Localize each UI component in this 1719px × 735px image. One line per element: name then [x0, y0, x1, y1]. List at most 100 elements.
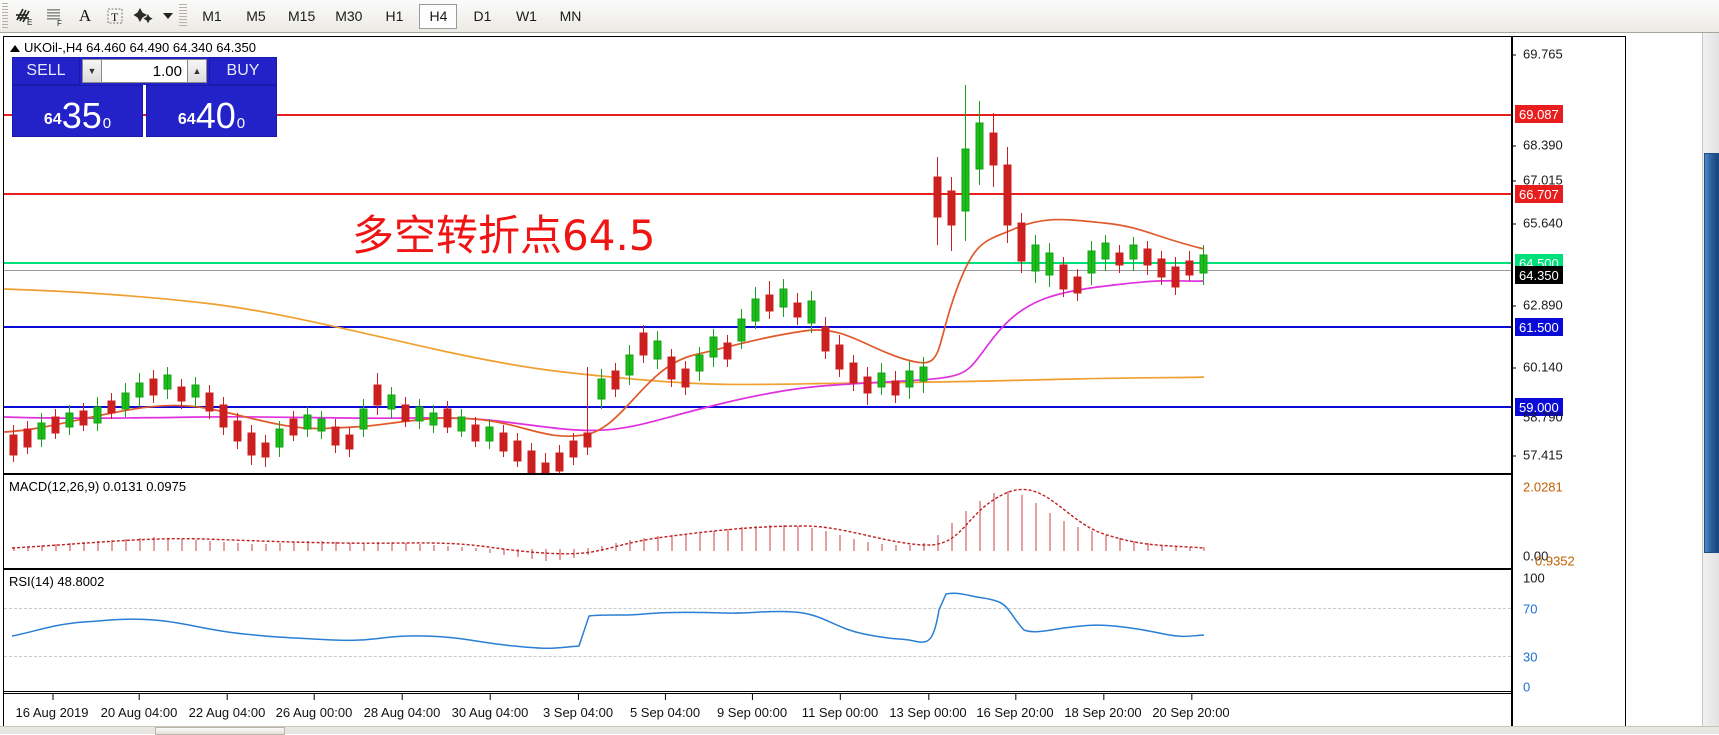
timeframe-h4[interactable]: H4 [419, 3, 458, 29]
sell-price-display[interactable]: 64 35 0 [12, 85, 143, 137]
volume-input[interactable]: 1.00 [102, 59, 187, 83]
price-badge-59000: 59.000 [1515, 398, 1563, 416]
order-panel-price-row: 64 35 0 64 40 0 [12, 85, 277, 137]
time-tick-13: 20 Sep 20:00 [1152, 694, 1230, 720]
buy-price-display[interactable]: 64 40 0 [146, 85, 277, 137]
current-price-line [4, 270, 1511, 271]
time-tick-1: 20 Aug 04:00 [101, 694, 177, 720]
macd-tick-max: 2.0281 [1523, 479, 1563, 495]
candlestick-series [4, 85, 1208, 473]
time-axis: 16 Aug 2019 20 Aug 04:00 22 Aug 04:00 26… [4, 693, 1511, 726]
macd-label: MACD(12,26,9) 0.0131 0.0975 [9, 479, 187, 494]
timeframe-w1[interactable]: W1 [515, 8, 537, 24]
sell-price-prefix: 64 [43, 111, 62, 128]
time-tick-3: 26 Aug 00:00 [276, 694, 352, 720]
price-pane[interactable]: UKOil-,H4 64.460 64.490 64.340 64.350 多空… [4, 37, 1511, 475]
svg-text:E: E [27, 18, 32, 27]
toolbar-separator [179, 4, 187, 28]
macd-series [11, 488, 1205, 561]
time-tick-6: 3 Sep 04:00 [543, 694, 613, 720]
indicators-icon[interactable]: E [10, 2, 40, 30]
ma-slow-orange [4, 288, 1205, 386]
time-tick-10: 13 Sep 00:00 [889, 694, 967, 720]
rsi-pane[interactable]: RSI(14) 48.8002 [4, 572, 1511, 692]
toolbar-grip[interactable] [1, 3, 8, 29]
rsi-tick-30: 30 [1523, 649, 1538, 665]
rsi-tick-70: 70 [1523, 601, 1538, 617]
bottom-status-strip [0, 726, 1719, 735]
time-tick-11: 16 Sep 20:00 [976, 694, 1054, 720]
sell-price-fraction: 0 [102, 115, 112, 132]
collapse-triangle-icon[interactable] [10, 45, 20, 53]
time-tick-7: 5 Sep 04:00 [630, 694, 700, 720]
chart-window: UKOil-,H4 64.460 64.490 64.340 64.350 多空… [0, 33, 1719, 734]
level-line-61500 [4, 326, 1511, 328]
time-tick-9: 11 Sep 00:00 [802, 694, 878, 720]
rsi-tick-100: 100 [1523, 570, 1545, 586]
price-tick-68390: 68.390 [1511, 138, 1625, 153]
timeframe-m30[interactable]: M30 [335, 8, 363, 24]
rsi-level-70 [4, 608, 1511, 609]
text-label-icon[interactable]: T [100, 2, 130, 30]
time-tick-0: 16 Aug 2019 [15, 694, 89, 720]
vertical-scrollbar[interactable] [1702, 33, 1719, 734]
price-tick-67015: 67.015 [1511, 173, 1625, 188]
templates-icon[interactable]: F [40, 2, 70, 30]
macd-tick-zero: 0.00 [1523, 548, 1549, 564]
macd-signal-line [11, 488, 1205, 555]
timeframe-m5[interactable]: M5 [246, 8, 266, 24]
level-line-59000 [4, 406, 1511, 408]
time-tick-4: 28 Aug 04:00 [364, 694, 440, 720]
chart-ohlc-header: UKOil-,H4 64.460 64.490 64.340 64.350 [10, 40, 256, 55]
timeframe-h1[interactable]: H1 [385, 8, 404, 24]
price-badge-current: 64.350 [1515, 266, 1563, 284]
chart-annotation-text: 多空转折点64.5 [352, 211, 656, 260]
scrollbar-thumb[interactable] [1704, 153, 1719, 553]
timeframe-m1[interactable]: M1 [202, 8, 222, 24]
timeframe-d1[interactable]: D1 [473, 8, 492, 24]
text-tool-icon[interactable]: A [78, 6, 92, 25]
time-tick-12: 18 Sep 20:00 [1064, 694, 1142, 720]
price-tick-57415: 57.415 [1511, 448, 1625, 463]
svg-text:T: T [111, 10, 119, 24]
volume-decrement-button[interactable]: ▼ [82, 59, 102, 83]
price-tick-58790: 58.790 [1523, 409, 1563, 425]
candles [9, 85, 1208, 473]
volume-control[interactable]: ▼ 1.00 ▲ [80, 57, 209, 85]
objects-icon[interactable] [130, 2, 160, 30]
price-tick-69765: 69.765 [1511, 47, 1625, 62]
rsi-level-30 [4, 656, 1511, 657]
price-badge-69087: 69.087 [1515, 105, 1563, 123]
chart-frame: UKOil-,H4 64.460 64.490 64.340 64.350 多空… [3, 36, 1626, 727]
timeframe-mn[interactable]: MN [559, 8, 582, 24]
price-tick-65640: 65.640 [1511, 216, 1625, 231]
macd-pane[interactable]: MACD(12,26,9) 0.0131 0.0975 [4, 477, 1511, 570]
one-click-trading-panel[interactable]: SELL ▼ 1.00 ▲ BUY 64 35 0 64 40 0 [12, 57, 277, 137]
buy-button[interactable]: BUY [209, 57, 277, 85]
sell-button[interactable]: SELL [12, 57, 80, 85]
level-line-64500 [4, 262, 1511, 264]
svg-text:F: F [57, 19, 62, 27]
price-axis[interactable]: 69.765 69.087 68.390 67.015 66.707 65.64… [1511, 37, 1625, 726]
ma-mid-magenta [4, 279, 1205, 432]
rsi-series [11, 592, 1205, 650]
timeframe-m15[interactable]: M15 [288, 8, 316, 24]
macd-histogram [13, 491, 1205, 561]
buy-price-fraction: 0 [236, 115, 246, 132]
sell-price-main: 35 [61, 95, 102, 137]
volume-increment-button[interactable]: ▲ [187, 59, 207, 83]
time-tick-5: 30 Aug 04:00 [452, 694, 528, 720]
buy-price-main: 40 [195, 95, 236, 137]
macd-tick-alt: 0.9352 [1535, 553, 1575, 569]
price-badge-66707: 66.707 [1515, 185, 1563, 203]
level-line-69087 [4, 114, 1511, 116]
level-line-66707 [4, 193, 1511, 195]
rsi-tick-0: 0 [1523, 679, 1531, 695]
dropdown-arrow-icon[interactable] [160, 2, 176, 30]
time-tick-2: 22 Aug 04:00 [189, 694, 265, 720]
price-tick-62890: 62.890 [1511, 298, 1625, 313]
buy-price-prefix: 64 [177, 111, 196, 128]
rsi-line [11, 592, 1205, 650]
order-panel-top-row: SELL ▼ 1.00 ▲ BUY [12, 57, 277, 85]
main-toolbar: E F A T M1 M5 M15 M30 H1 H4 D1 W1 [0, 0, 1719, 33]
